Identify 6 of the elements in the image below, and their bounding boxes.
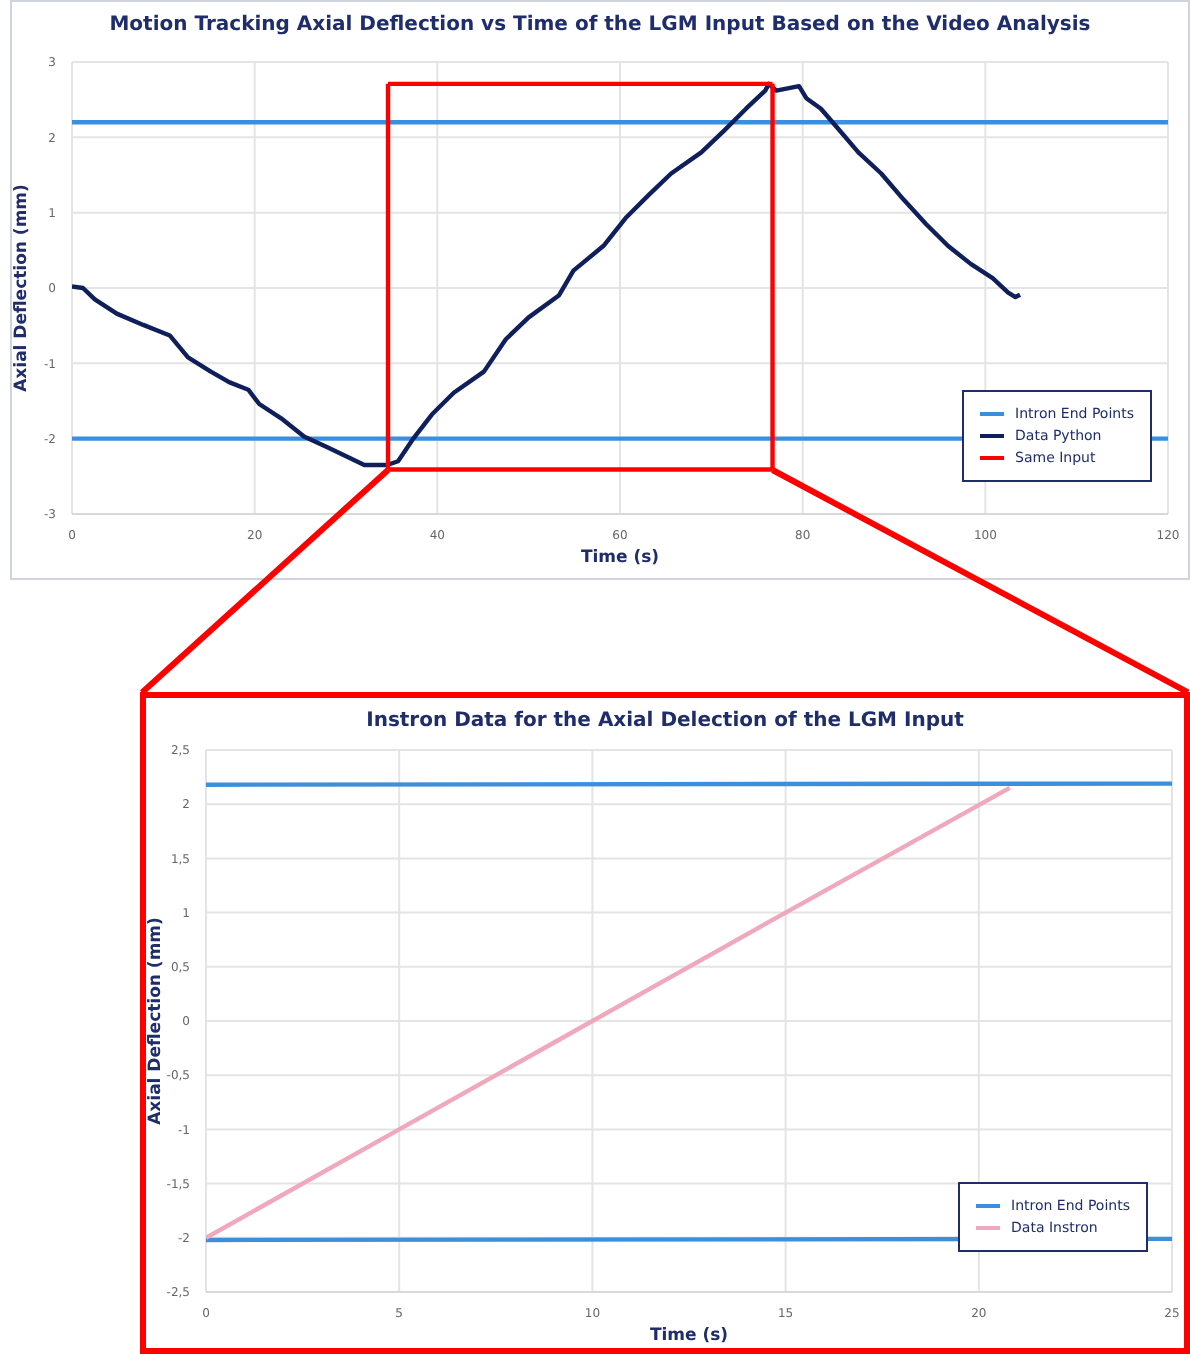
y-axis-title: Axial Deflection (mm) — [12, 183, 33, 392]
chart-title: Motion Tracking Axial Deflection vs Time of the LGM Input Based on the Video Analysis — [107, 14, 1093, 36]
x-axis-title: Time (s) — [580, 548, 660, 568]
x-axis-title: Time (s) — [649, 1326, 729, 1346]
y-axis-title: Axial Deflection (mm) — [146, 916, 167, 1125]
chart-title: Instron Data for the Axial Delection of the LGM Input — [364, 710, 966, 732]
